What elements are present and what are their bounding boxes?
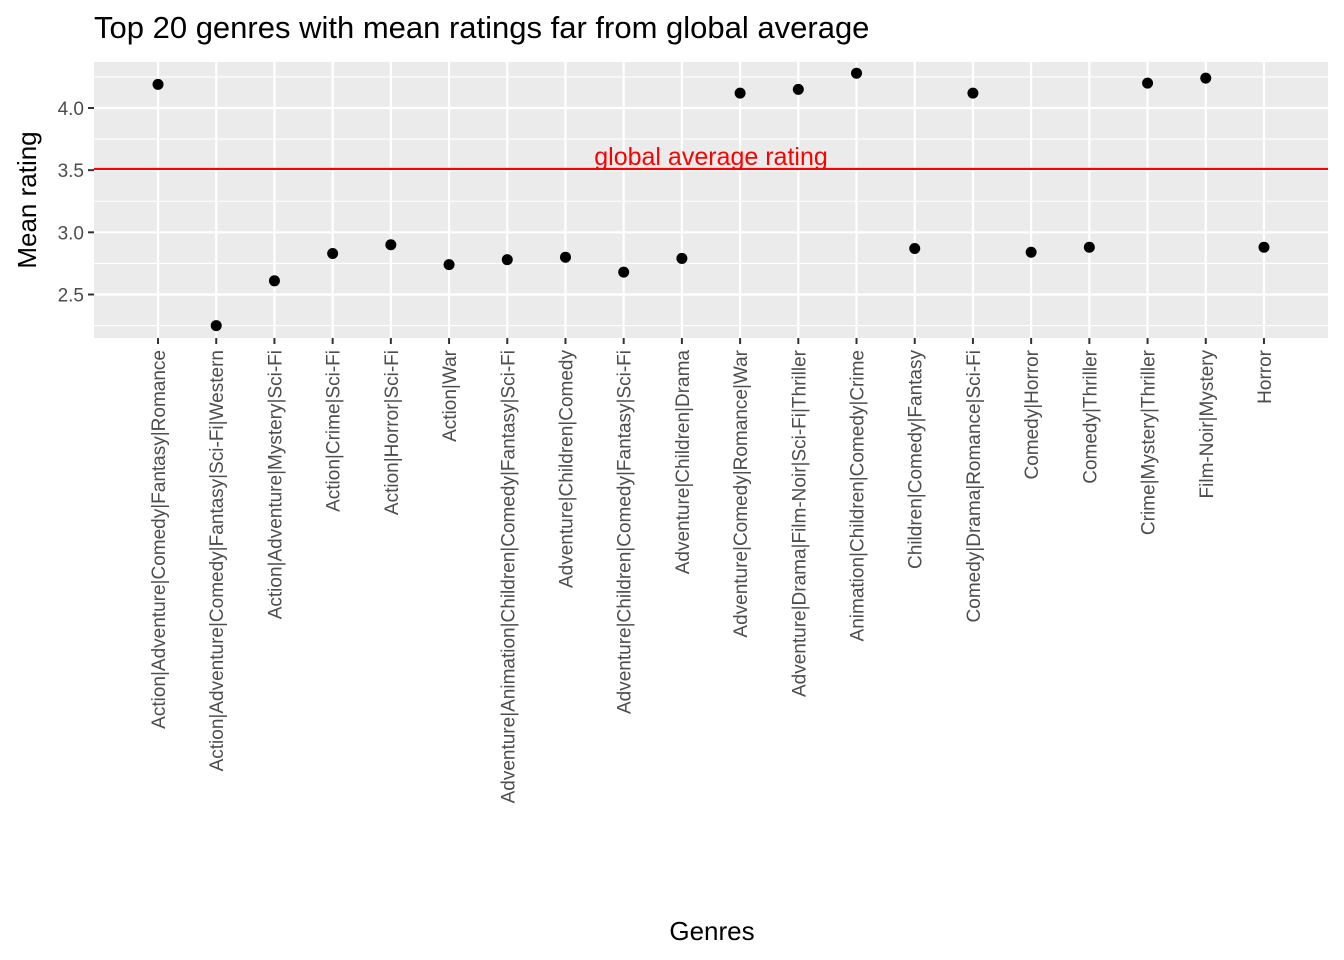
data-point: [443, 259, 455, 271]
data-point: [152, 78, 164, 90]
x-tick-label: Animation|Children|Comedy|Crime: [848, 350, 869, 641]
x-tick-label: Comedy|Horror: [1022, 349, 1043, 479]
x-tick-label: Comedy|Thriller: [1080, 349, 1101, 483]
x-tick-label: Adventure|Children|Comedy|Fantasy|Sci-Fi: [615, 350, 636, 714]
data-point: [385, 239, 397, 251]
data-point: [1200, 72, 1212, 84]
y-tick-label: 4.0: [58, 99, 84, 120]
minor-gridlines: [94, 76, 1328, 327]
x-axis: Action|Adventure|Comedy|Fantasy|Romance A…: [149, 338, 1276, 803]
major-gridlines: [94, 62, 1328, 338]
data-point: [210, 320, 222, 332]
x-axis-title: Genres: [669, 916, 754, 946]
x-tick-label: Action|Horror|Sci-Fi: [382, 350, 403, 515]
x-tick-label: Adventure|Children|Comedy: [556, 350, 577, 588]
data-points: [152, 67, 1270, 332]
data-point: [909, 242, 921, 254]
y-axis-title: Mean rating: [12, 131, 42, 268]
x-tick-label: Adventure|Animation|Children|Comedy|Fant…: [498, 350, 519, 803]
x-tick-label: Action|Adventure|Comedy|Fantasy|Sci-Fi|W…: [207, 350, 228, 771]
x-tick-label: Horror: [1255, 349, 1276, 404]
x-tick-label: Film-Noir|Mystery: [1197, 350, 1218, 499]
data-point: [1025, 246, 1037, 258]
y-tick-label: 3.0: [58, 223, 84, 244]
data-point: [676, 252, 688, 264]
x-tick-label: Action|Adventure|Mystery|Sci-Fi: [265, 350, 286, 619]
x-tick-label: Adventure|Drama|Film-Noir|Sci-Fi|Thrille…: [789, 349, 810, 697]
plot-panel: [94, 62, 1328, 338]
data-point: [967, 87, 979, 99]
x-tick-label: Action|Crime|Sci-Fi: [324, 350, 345, 512]
data-point: [1258, 241, 1270, 253]
data-point: [1083, 241, 1095, 253]
data-point: [734, 87, 746, 99]
data-point: [792, 83, 804, 95]
reference-line-group: global average rating: [94, 143, 1328, 171]
data-point: [501, 254, 513, 266]
x-tick-label: Action|War: [440, 349, 461, 442]
y-tick-label: 2.5: [58, 285, 84, 306]
global-average-label: global average rating: [594, 143, 828, 171]
x-tick-label: Comedy|Drama|Romance|Sci-Fi: [964, 350, 985, 622]
x-tick-label: Adventure|Children|Drama: [673, 350, 694, 575]
data-point: [268, 275, 280, 287]
data-point: [559, 251, 571, 263]
data-point: [618, 266, 630, 278]
x-tick-label: Adventure|Comedy|Romance|War: [731, 349, 752, 637]
y-tick-label: 3.5: [58, 161, 84, 182]
x-tick-label: Children|Comedy|Fantasy: [906, 350, 927, 569]
chart-title: Top 20 genres with mean ratings far from…: [94, 10, 869, 45]
data-point: [851, 67, 863, 79]
x-tick-label: Action|Adventure|Comedy|Fantasy|Romance: [149, 350, 170, 729]
x-tick-label: Crime|Mystery|Thriller: [1139, 349, 1160, 535]
data-point: [1142, 77, 1154, 89]
data-point: [327, 247, 339, 259]
y-axis: 2.5 3.0 3.5 4.0: [58, 99, 94, 306]
